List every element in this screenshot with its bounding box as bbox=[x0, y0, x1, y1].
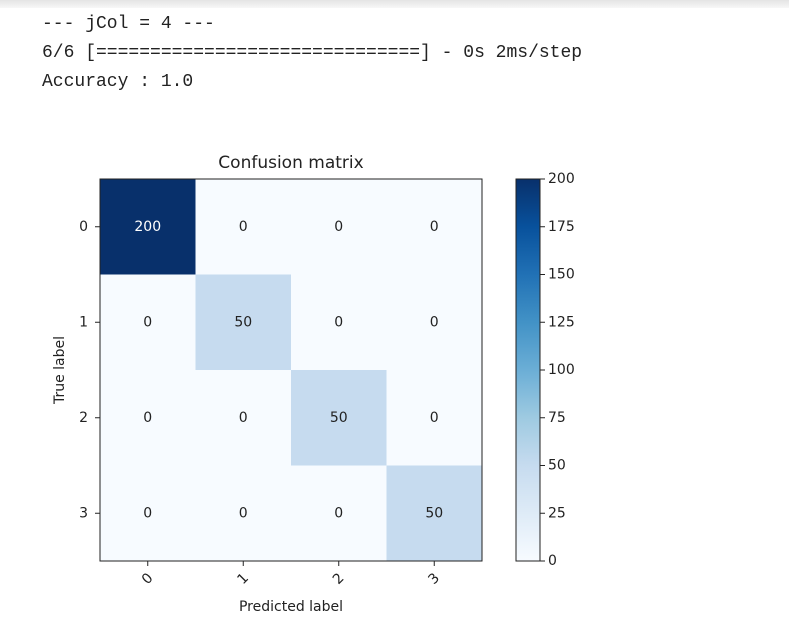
cell-label: 0 bbox=[430, 314, 439, 330]
console-line: Accuracy : 1.0 bbox=[42, 72, 194, 92]
heatmap-cell bbox=[291, 465, 387, 562]
colorbar-tick-label: 200 bbox=[548, 171, 575, 187]
heatmap-cell bbox=[195, 274, 292, 371]
x-tick-label: 2 bbox=[330, 570, 348, 588]
heatmap-cell bbox=[195, 465, 292, 562]
cell-label: 0 bbox=[239, 219, 248, 235]
heatmap-cell bbox=[291, 179, 387, 275]
heatmap-cell bbox=[100, 370, 196, 466]
cell-label: 0 bbox=[334, 219, 343, 235]
cell-label: 50 bbox=[234, 314, 252, 330]
chart-title: Confusion matrix bbox=[218, 153, 363, 173]
cell-label: 0 bbox=[430, 219, 439, 235]
y-tick-label: 3 bbox=[79, 505, 88, 521]
heatmap-cell bbox=[100, 274, 196, 371]
heatmap-cell bbox=[100, 465, 196, 562]
cell-label: 0 bbox=[334, 505, 343, 521]
colorbar-tick-label: 0 bbox=[548, 553, 557, 569]
heatmap-cell bbox=[386, 465, 483, 562]
x-axis-label: Predicted label bbox=[239, 599, 343, 615]
cell-label: 0 bbox=[239, 505, 248, 521]
x-tick-label: 1 bbox=[234, 570, 252, 588]
colorbar-tick-label: 50 bbox=[548, 458, 566, 474]
colorbar bbox=[515, 178, 541, 562]
console-line: --- jCol = 4 --- bbox=[42, 14, 215, 34]
console-output: --- jCol = 4 --- 6/6 [===================… bbox=[42, 10, 582, 97]
heatmap-cell bbox=[195, 179, 292, 275]
heatmap-cell bbox=[386, 370, 483, 466]
cell-label: 0 bbox=[143, 505, 152, 521]
y-axis-label: True label bbox=[52, 336, 68, 405]
plot-frame bbox=[99, 178, 483, 562]
heatmap-cell bbox=[291, 274, 387, 371]
cell-label: 50 bbox=[425, 505, 443, 521]
cell-label: 0 bbox=[143, 410, 152, 426]
console-line: 6/6 [==============================] - 0… bbox=[42, 43, 583, 63]
cell-label: 0 bbox=[239, 410, 248, 426]
colorbar-tick-label: 125 bbox=[548, 314, 575, 330]
heatmap-cell bbox=[195, 370, 292, 466]
heatmap-cell bbox=[386, 274, 483, 371]
colorbar-tick-label: 75 bbox=[548, 410, 566, 426]
cell-label: 50 bbox=[330, 410, 348, 426]
heatmap-cell bbox=[291, 370, 387, 466]
y-tick-label: 0 bbox=[79, 219, 88, 235]
heatmap-cell bbox=[386, 179, 483, 275]
heatmap-cell bbox=[100, 179, 196, 275]
y-tick-label: 2 bbox=[79, 410, 88, 426]
cell-label: 200 bbox=[134, 219, 161, 235]
y-tick-label: 1 bbox=[79, 314, 88, 330]
colorbar-tick-label: 175 bbox=[548, 219, 575, 235]
colorbar-tick-label: 150 bbox=[548, 267, 575, 283]
x-tick-label: 3 bbox=[425, 570, 443, 588]
cell-separator bbox=[0, 0, 789, 8]
cell-label: 0 bbox=[143, 314, 152, 330]
cell-label: 0 bbox=[334, 314, 343, 330]
x-tick-label: 0 bbox=[139, 570, 157, 588]
cell-label: 0 bbox=[430, 410, 439, 426]
colorbar-tick-label: 100 bbox=[548, 362, 575, 378]
colorbar-tick-label: 25 bbox=[548, 505, 566, 521]
